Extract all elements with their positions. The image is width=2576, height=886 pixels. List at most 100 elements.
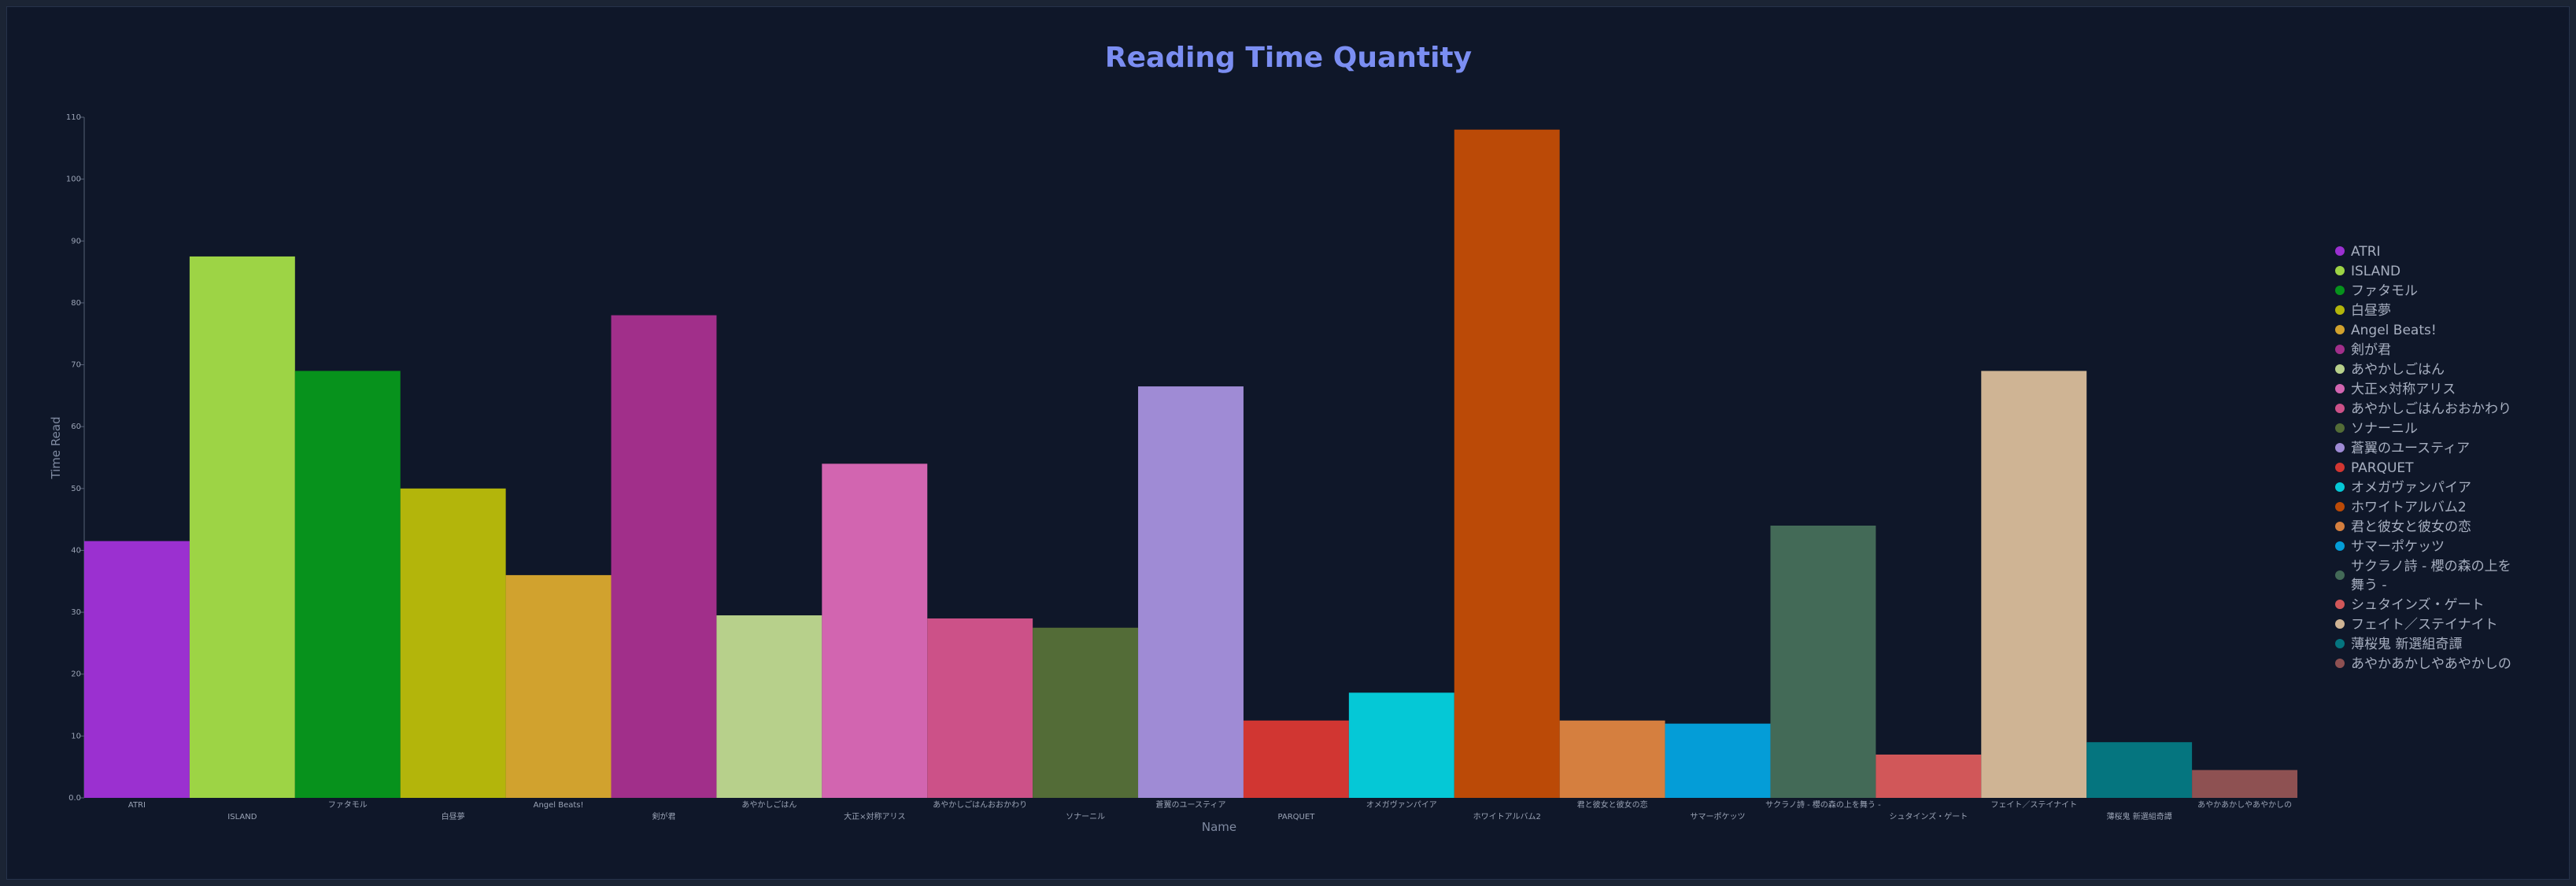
legend-swatch bbox=[2335, 443, 2345, 452]
legend-item[interactable]: 君と彼女と彼女の恋 bbox=[2335, 519, 2471, 535]
bar[interactable] bbox=[716, 615, 822, 798]
legend-item[interactable]: サクラノ詩 - 櫻の森の上を舞う - bbox=[2335, 558, 2511, 593]
legend-swatch bbox=[2335, 384, 2345, 393]
bar[interactable] bbox=[294, 371, 401, 799]
legend-label: ATRI bbox=[2351, 244, 2381, 260]
x-tick-label: 蒼翼のユースティア bbox=[1156, 800, 1226, 810]
legend-item[interactable]: オメガヴァンパイア bbox=[2335, 480, 2471, 496]
x-tick-label: 白昼夢 bbox=[442, 811, 465, 821]
legend-label: 薄桜鬼 新選組奇譚 bbox=[2351, 637, 2462, 652]
legend-label: 蒼翼のユースティア bbox=[2351, 441, 2470, 456]
chart-title: Reading Time Quantity bbox=[1105, 42, 1472, 74]
legend-item[interactable]: ソナーニル bbox=[2335, 421, 2418, 437]
legend-item[interactable]: あやかしごはん bbox=[2335, 362, 2445, 378]
x-tick-label: あやかあかしやあやかしの bbox=[2197, 800, 2292, 810]
legend-item[interactable]: ホワイトアルバム2 bbox=[2335, 500, 2467, 515]
bar[interactable] bbox=[611, 315, 717, 798]
x-tick-label: ホワイトアルバム2 bbox=[1473, 812, 1541, 821]
legend-item[interactable]: 蒼翼のユースティア bbox=[2335, 441, 2470, 456]
legend-swatch bbox=[2335, 325, 2345, 334]
y-axis-ticks: 0.0 10 20 30 40 50 60 70 80 90 100 110 bbox=[66, 113, 84, 803]
legend-item[interactable]: 薄桜鬼 新選組奇譚 bbox=[2335, 637, 2462, 652]
bar[interactable] bbox=[1770, 526, 1876, 798]
x-tick-label: あやかしごはん bbox=[741, 799, 796, 810]
legend-label: サマーポケッツ bbox=[2351, 539, 2445, 555]
bar[interactable] bbox=[1033, 627, 1139, 798]
bar[interactable] bbox=[1981, 371, 2087, 799]
legend-item[interactable]: 白昼夢 bbox=[2335, 303, 2391, 319]
x-tick-label: 剣が君 bbox=[652, 811, 675, 821]
legend-swatch bbox=[2335, 600, 2345, 609]
bar[interactable] bbox=[84, 541, 190, 798]
y-tick-label: 80 bbox=[71, 299, 81, 308]
legend-label: サクラノ詩 - 櫻の森の上を舞う - bbox=[2351, 558, 2511, 593]
bar[interactable] bbox=[1559, 720, 1665, 798]
y-tick-label: 110 bbox=[66, 113, 81, 122]
bar[interactable] bbox=[1348, 692, 1454, 798]
chart-panel: Reading Time Quantity Time Read Name 0.0… bbox=[6, 6, 2570, 880]
x-tick-label: 君と彼女と彼女の恋 bbox=[1577, 799, 1648, 810]
y-tick-label: 100 bbox=[66, 175, 81, 184]
legend-swatch bbox=[2335, 364, 2345, 374]
legend-item[interactable]: 剣が君 bbox=[2335, 342, 2391, 358]
legend-item[interactable]: ATRI bbox=[2335, 244, 2381, 260]
legend-item[interactable]: ファタモル bbox=[2335, 283, 2418, 299]
bar[interactable] bbox=[2086, 742, 2193, 798]
x-tick-label: Angel Beats! bbox=[534, 801, 584, 810]
y-tick-label: 60 bbox=[71, 423, 81, 431]
legend-item[interactable]: あやかあかしやあやかしの bbox=[2335, 656, 2511, 672]
y-tick-label: 10 bbox=[71, 732, 81, 740]
legend-swatch bbox=[2335, 522, 2345, 531]
legend-item[interactable]: 大正×対称アリス bbox=[2335, 382, 2456, 397]
legend-item[interactable]: ISLAND bbox=[2335, 264, 2400, 279]
legend-item[interactable]: あやかしごはんおおかわり bbox=[2335, 401, 2511, 417]
y-tick-label: 90 bbox=[71, 237, 81, 245]
legend-swatch bbox=[2335, 404, 2345, 413]
legend-label: ISLAND bbox=[2351, 264, 2400, 279]
bar[interactable] bbox=[1454, 129, 1560, 798]
legend-swatch bbox=[2335, 345, 2345, 354]
legend-swatch bbox=[2335, 639, 2345, 648]
legend-swatch bbox=[2335, 246, 2345, 256]
legend-label: 白昼夢 bbox=[2351, 303, 2391, 319]
legend-item[interactable]: PARQUET bbox=[2335, 460, 2414, 476]
bar[interactable] bbox=[1665, 723, 1771, 798]
bar[interactable] bbox=[1138, 386, 1244, 798]
bar[interactable] bbox=[2192, 770, 2297, 798]
legend-label: PARQUET bbox=[2351, 460, 2414, 476]
legend-item[interactable]: サマーポケッツ bbox=[2335, 539, 2445, 555]
x-tick-label: サクラノ詩 - 櫻の森の上を舞う - bbox=[1765, 799, 1881, 810]
legend-item[interactable]: Angel Beats! bbox=[2335, 323, 2437, 338]
legend-label: 君と彼女と彼女の恋 bbox=[2351, 519, 2471, 535]
legend-swatch bbox=[2335, 423, 2345, 433]
bar[interactable] bbox=[400, 488, 506, 798]
bars-group bbox=[84, 129, 2297, 799]
legend-label: ホワイトアルバム2 bbox=[2351, 500, 2467, 515]
legend-label: 大正×対称アリス bbox=[2351, 382, 2456, 397]
legend-label: ソナーニル bbox=[2351, 421, 2418, 437]
legend-swatch bbox=[2335, 286, 2345, 295]
y-tick-label: 50 bbox=[71, 485, 81, 493]
legend-label: シュタインズ・ゲート bbox=[2351, 597, 2485, 613]
legend-item[interactable]: シュタインズ・ゲート bbox=[2335, 597, 2485, 613]
legend-label: オメガヴァンパイア bbox=[2351, 480, 2471, 496]
legend-item[interactable]: フェイト／ステイナイト bbox=[2335, 617, 2498, 633]
bar[interactable] bbox=[505, 574, 612, 798]
legend-swatch bbox=[2335, 502, 2345, 511]
legend-label: あやかあかしやあやかしの bbox=[2351, 656, 2511, 672]
bar[interactable] bbox=[1243, 720, 1349, 798]
x-tick-label: あやかしごはんおおかわり bbox=[933, 799, 1027, 810]
legend-label: フェイト／ステイナイト bbox=[2351, 617, 2498, 633]
x-tick-label: シュタインズ・ゲート bbox=[1889, 811, 1968, 821]
x-tick-label: ATRI bbox=[128, 801, 146, 810]
bar[interactable] bbox=[927, 618, 1033, 798]
bar[interactable] bbox=[1876, 754, 1982, 798]
legend-swatch bbox=[2335, 463, 2345, 472]
bar[interactable] bbox=[822, 463, 928, 798]
bar[interactable] bbox=[189, 256, 295, 798]
legend-label: 剣が君 bbox=[2351, 342, 2391, 358]
legend-label: Angel Beats! bbox=[2351, 323, 2437, 338]
x-tick-label: PARQUET bbox=[1278, 813, 1316, 821]
